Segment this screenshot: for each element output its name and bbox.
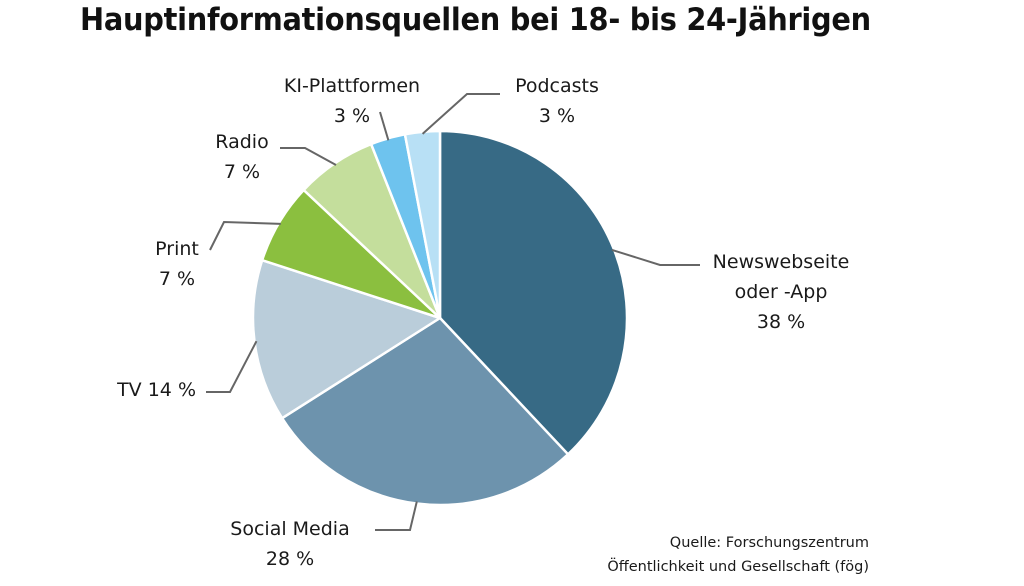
data-label-print: Print — [155, 238, 199, 260]
data-label-radio: Radio — [215, 131, 268, 153]
data-label-value-print: 7 % — [159, 268, 195, 290]
data-label-tv: TV 14 % — [116, 379, 196, 401]
pie-slice-newswebseite-oder-app — [438, 129, 629, 456]
leader-line-social-media — [375, 501, 418, 531]
data-label-value-ki-plattformen: 3 % — [334, 105, 370, 127]
source-note-line: Öffentlichkeit und Gesellschaft (fög) — [607, 557, 869, 575]
leader-line-radio — [280, 147, 337, 166]
data-label-podcasts: Podcasts — [515, 75, 599, 97]
data-label-newswebseite-oder-app: oder -App — [735, 281, 828, 303]
data-label-newswebseite-oder-app: Newswebseite — [713, 251, 850, 273]
data-label-value-social-media: 28 % — [266, 548, 314, 570]
leader-line-print — [209, 220, 281, 251]
leader-line-ki-plattformen — [379, 111, 390, 141]
source-note-line: Quelle: Forschungszentrum — [670, 535, 869, 551]
pie-slice-podcasts — [403, 129, 442, 320]
chart-title: Hauptinformationsquellen bei 18- bis 24-… — [80, 2, 871, 38]
data-label-ki-plattformen: KI-Plattformen — [284, 75, 420, 97]
data-label-value-podcasts: 3 % — [539, 105, 575, 127]
pie-slice-tv — [251, 258, 442, 420]
leader-line-newswebseite-oder-app — [611, 248, 700, 266]
data-label-value-radio: 7 % — [224, 161, 260, 183]
data-label-social-media: Social Media — [230, 518, 349, 540]
data-label-value-newswebseite-oder-app: 38 % — [757, 311, 805, 333]
leader-line-tv — [206, 340, 258, 393]
leader-line-podcasts — [421, 93, 500, 135]
